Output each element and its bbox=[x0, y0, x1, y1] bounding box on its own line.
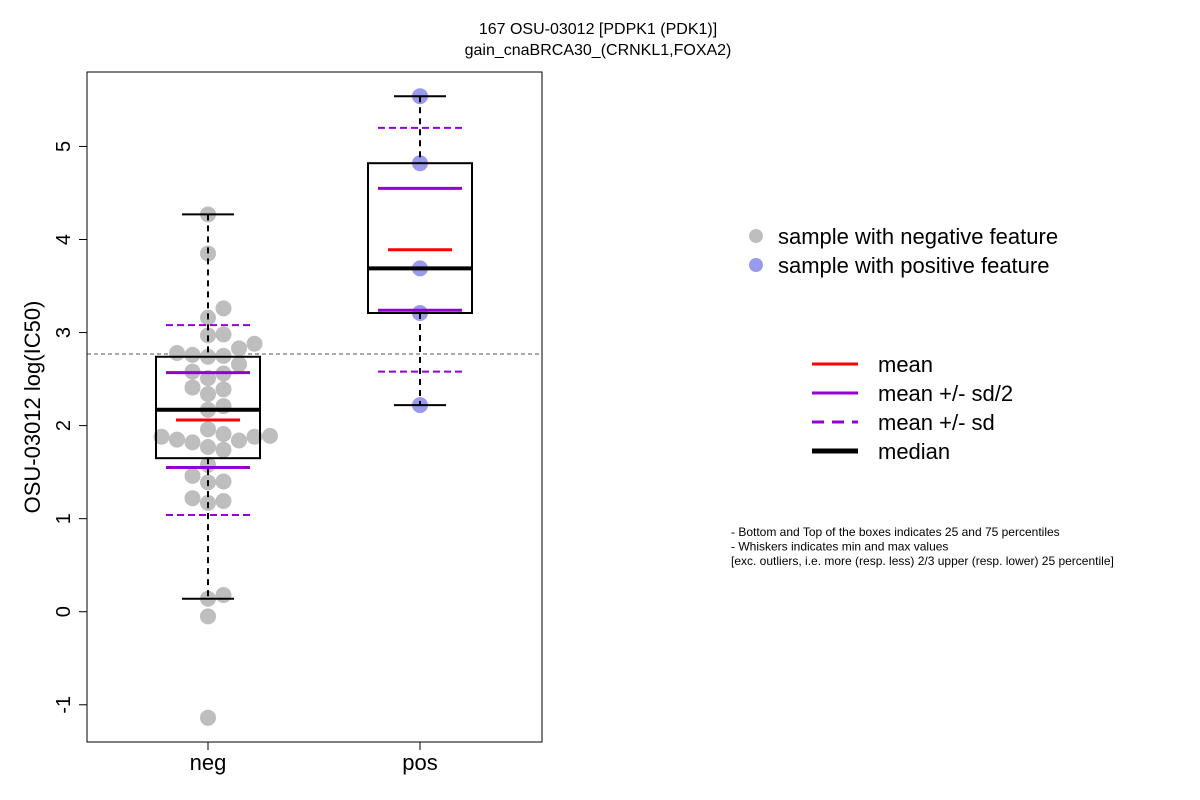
y-tick-label: 5 bbox=[53, 141, 75, 152]
plot-area: -1 0 1 2 3 4 5 neg pos bbox=[53, 71, 543, 775]
footnote-line: [exc. outliers, i.e. more (resp. less) 2… bbox=[731, 554, 1114, 568]
neg-sample-point bbox=[184, 346, 201, 363]
footnote-line: - Bottom and Top of the boxes indicates … bbox=[731, 525, 1060, 539]
neg-sample-point bbox=[184, 490, 201, 507]
neg-sample-point bbox=[231, 356, 247, 373]
footnote-line: - Whiskers indicates min and max values bbox=[731, 540, 948, 554]
neg-sample-point bbox=[169, 431, 185, 448]
neg-sample-point bbox=[262, 427, 278, 444]
neg-sample-point bbox=[200, 608, 216, 625]
y-tick-label: -1 bbox=[53, 696, 75, 714]
neg-sample-point bbox=[153, 428, 170, 445]
neg-sample-point bbox=[200, 709, 216, 726]
legend-line-label: median bbox=[878, 439, 950, 464]
neg-box bbox=[155, 355, 261, 460]
legend-point-label: sample with negative feature bbox=[778, 224, 1058, 249]
legend-point-marker bbox=[749, 258, 763, 272]
neg-sample-point bbox=[215, 326, 232, 343]
neg-sample-point bbox=[169, 345, 185, 362]
legend-line-label: mean bbox=[878, 352, 933, 377]
neg-sample-point bbox=[246, 335, 263, 352]
legend-line-label: mean +/- sd/2 bbox=[878, 381, 1013, 406]
y-tick-label: 0 bbox=[53, 606, 75, 617]
neg-sample-point bbox=[231, 340, 247, 357]
neg-sample-point bbox=[200, 439, 216, 456]
footnotes: - Bottom and Top of the boxes indicates … bbox=[731, 525, 1114, 568]
neg-sample-point bbox=[215, 586, 232, 603]
x-tick-label-pos: pos bbox=[402, 750, 437, 775]
neg-sample-point bbox=[215, 381, 232, 398]
neg-sample-point bbox=[231, 432, 247, 449]
neg-sample-point bbox=[200, 327, 216, 344]
neg-sample-point bbox=[215, 441, 232, 458]
neg-sample-point bbox=[184, 379, 201, 396]
y-tick-label: 4 bbox=[53, 234, 75, 245]
y-tick-label: 3 bbox=[53, 327, 75, 338]
neg-sample-point bbox=[200, 245, 216, 262]
neg-sample-point bbox=[215, 425, 232, 442]
neg-sample-point bbox=[200, 421, 216, 438]
chart-subtitle: gain_cnaBRCA30_(CRNKL1,FOXA2) bbox=[465, 42, 732, 59]
neg-sample-point bbox=[215, 473, 232, 490]
pos-box bbox=[367, 162, 473, 315]
neg-sample-point bbox=[184, 467, 201, 484]
chart-title: 167 OSU-03012 [PDPK1 (PDK1)] bbox=[479, 21, 717, 38]
neg-sample-point bbox=[200, 385, 216, 402]
neg-sample-point bbox=[215, 492, 232, 509]
neg-sample-point bbox=[200, 370, 216, 387]
legend-point-marker bbox=[749, 229, 763, 243]
legend: sample with negative feature sample with … bbox=[749, 224, 1058, 464]
x-tick-label-neg: neg bbox=[190, 750, 227, 775]
neg-sample-point bbox=[215, 300, 232, 317]
neg-sample-point bbox=[184, 434, 201, 451]
neg-sample-point bbox=[246, 428, 263, 445]
legend-line-label: mean +/- sd bbox=[878, 410, 995, 435]
y-tick-label: 1 bbox=[53, 513, 75, 524]
legend-point-label: sample with positive feature bbox=[778, 253, 1049, 278]
y-axis-label: OSU-03012 log(IC50) bbox=[20, 301, 45, 514]
y-tick-label: 2 bbox=[53, 420, 75, 431]
plot-frame bbox=[86, 71, 543, 743]
